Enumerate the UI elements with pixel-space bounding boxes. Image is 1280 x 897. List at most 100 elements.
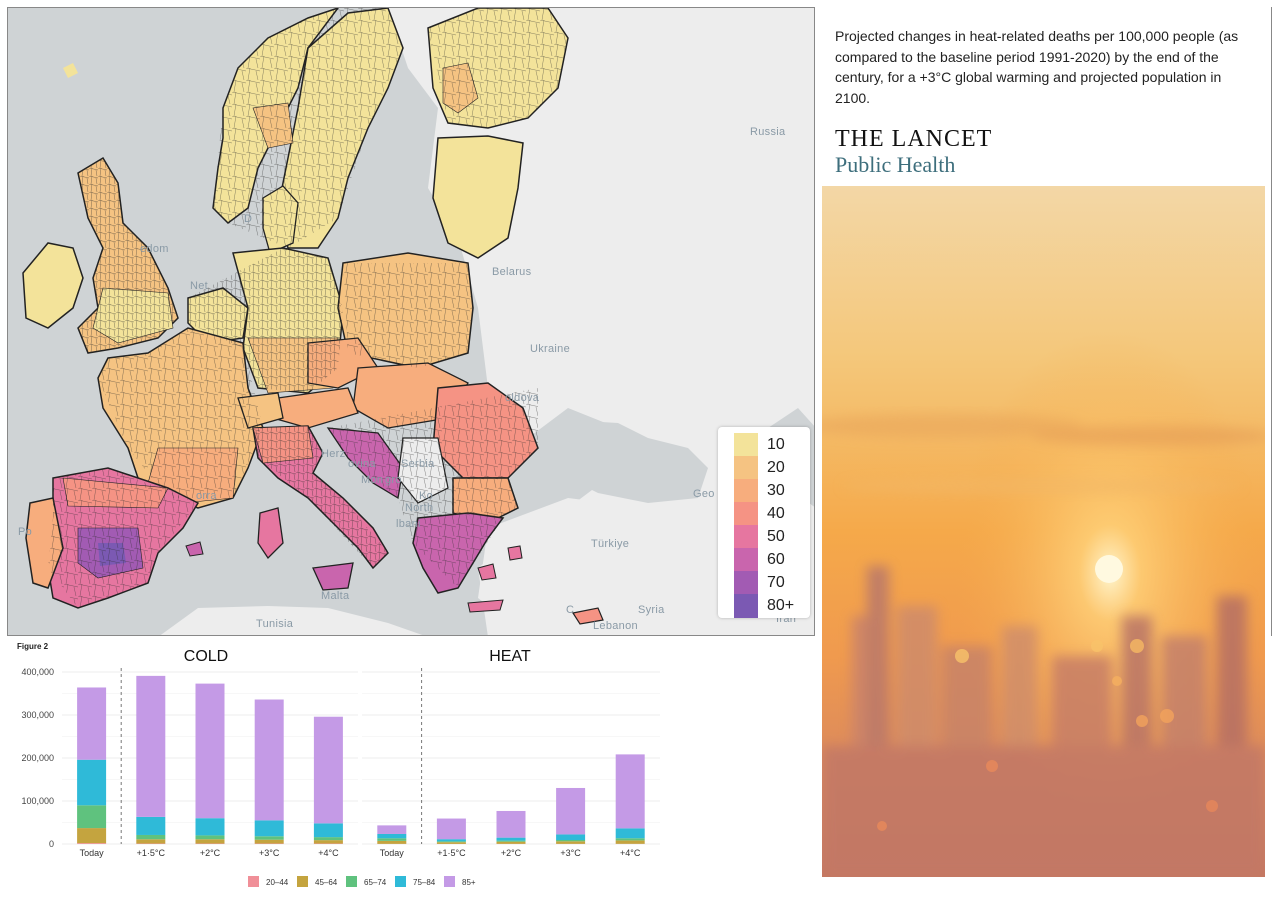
x-tick-label: Today — [380, 848, 405, 858]
map-label-net: Net — [190, 280, 209, 292]
map-label-lebanon: Lebanon — [593, 620, 638, 632]
map-label-ovina: ovina — [348, 458, 376, 470]
black-sea — [533, 420, 708, 503]
bar-segment — [615, 840, 645, 844]
bar-segment — [77, 759, 107, 806]
bar-segment — [556, 840, 586, 842]
cyprus — [572, 607, 604, 625]
legend-label: 70 — [767, 574, 785, 591]
journal-title: THE LANCET — [835, 126, 993, 152]
map-caption: Projected changes in heat-related deaths… — [835, 28, 1239, 106]
legend-swatch — [734, 594, 758, 618]
y-tick-label: 200,000 — [21, 753, 54, 763]
austria — [272, 387, 359, 429]
x-tick-label: +1·5°C — [437, 848, 466, 858]
map-label-moldova: oldova — [505, 392, 540, 404]
map-canvas — [22, 8, 814, 635]
bar-segment — [496, 810, 526, 838]
map-label-russia: Russia — [750, 126, 786, 138]
bar-segment — [254, 699, 284, 821]
legend-label: 20 — [767, 459, 785, 476]
legend-swatch — [734, 433, 758, 457]
bar-segment — [496, 837, 526, 841]
map-label-tunisia: Tunisia — [256, 618, 294, 630]
legend-swatch — [248, 876, 259, 887]
legend-item: 10 — [734, 433, 810, 457]
y-tick-label: 0 — [49, 839, 54, 849]
bar-segment — [313, 716, 343, 824]
bar-segment — [254, 839, 284, 844]
balearic — [185, 541, 204, 557]
legend-label: 30 — [767, 482, 785, 499]
map-label-kingdom: edom — [140, 243, 169, 255]
bar-segment — [313, 840, 343, 844]
bar-segment — [556, 841, 586, 844]
bar-segment — [254, 820, 284, 837]
bar-segment — [377, 840, 407, 844]
x-tick-label: +2°C — [501, 848, 522, 858]
legend-label: 80+ — [767, 597, 795, 614]
bar-segment — [195, 818, 225, 836]
chart-canvas: Figure 2 0 100,000 200,000 300,000 400,000 COL… — [17, 642, 660, 887]
legend-swatch — [346, 876, 357, 887]
legend-item: 70 — [734, 571, 810, 595]
legend-label: 20–44 — [266, 878, 289, 887]
map-label-d: D — [244, 213, 253, 225]
map-label-mont: Mon — [361, 474, 384, 486]
legend-swatch — [444, 876, 455, 887]
legend-item: 50 — [734, 525, 810, 549]
bar-segment — [77, 843, 107, 844]
land-africa — [160, 606, 423, 635]
legend-swatch — [395, 876, 406, 887]
panel-title: HEAT — [489, 648, 531, 665]
legend-label: 50 — [767, 528, 785, 545]
y-tick-label: 400,000 — [21, 667, 54, 677]
sardinia — [257, 507, 284, 560]
legend-label: 60 — [767, 551, 785, 568]
bar-segment — [195, 683, 225, 819]
bar-segment — [436, 839, 466, 842]
legend-item: 30 — [734, 479, 810, 503]
x-tick-label: +4°C — [620, 848, 641, 858]
legend-label: 45–64 — [315, 878, 338, 887]
legend-label: 65–74 — [364, 878, 387, 887]
map-label-geo: Geo — [693, 488, 715, 500]
bar-segment — [436, 818, 466, 840]
bar-segment — [77, 687, 107, 760]
bar-segment — [313, 823, 343, 838]
legend-label: 75–84 — [413, 878, 436, 887]
y-tick-label: 100,000 — [21, 796, 54, 806]
baltics — [432, 135, 524, 259]
bar-segment — [496, 841, 526, 844]
bar-segment — [615, 828, 645, 839]
bar-segment — [496, 840, 526, 842]
bar-segment — [313, 837, 343, 841]
legend-label: 40 — [767, 505, 785, 522]
bar-segment — [195, 835, 225, 840]
panel-title: COLD — [184, 648, 228, 665]
map-label-gro: gro — [385, 474, 402, 486]
bar-segment — [377, 833, 407, 839]
bar-segment — [136, 675, 166, 817]
bar-segment — [436, 841, 466, 843]
legend-item: 40 — [734, 502, 810, 526]
map-label-po: Po — [18, 526, 33, 538]
y-tick-label: 300,000 — [21, 710, 54, 720]
photo-illustration — [822, 186, 1265, 877]
legend-swatch — [734, 548, 758, 572]
x-tick-label: +3°C — [560, 848, 581, 858]
bar-segment — [615, 754, 645, 829]
map-label-c: C — [566, 604, 575, 616]
legend-item: 80+ — [734, 594, 810, 618]
heat-deaths-map[interactable]: Russia Belarus Ukraine oldova Serbia Her… — [7, 7, 815, 636]
bar-segment — [254, 836, 284, 840]
x-tick-label: +1·5°C — [137, 848, 166, 858]
map-label-orra: orra — [196, 490, 217, 502]
x-tick-label: Today — [80, 848, 105, 858]
legend-item: 20 — [734, 456, 810, 480]
x-tick-label: +2°C — [200, 848, 221, 858]
bar-segment — [77, 805, 107, 829]
bar-segment — [556, 787, 586, 835]
bar-segment — [436, 842, 466, 844]
legend-item: 60 — [734, 548, 810, 572]
